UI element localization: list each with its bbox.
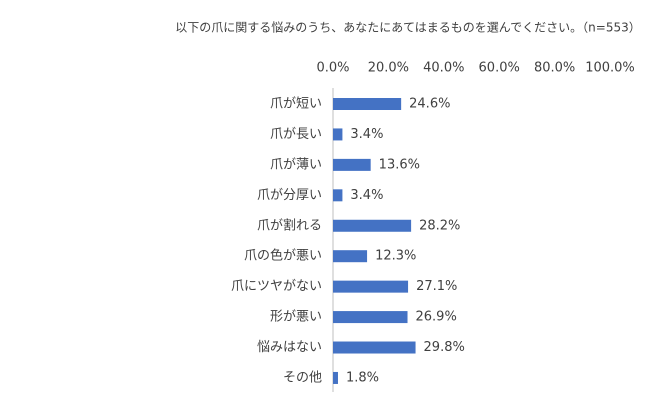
bar (333, 98, 402, 110)
y-tick-label: 爪にツヤがない (231, 279, 322, 294)
x-tick-label: 0.0% (316, 61, 349, 76)
bar (333, 128, 343, 141)
y-tick-label: 爪が割れる (257, 217, 322, 233)
value-label: 29.8% (424, 340, 465, 355)
value-label: 26.9% (416, 310, 457, 325)
bar (333, 311, 408, 324)
y-tick-label: 爪の色が悪い (244, 248, 322, 264)
value-label: 12.3% (375, 249, 416, 264)
y-tick-label: 爪が薄い (270, 157, 322, 172)
bar (333, 280, 409, 293)
chart-title: 以下の爪に関する悩みのうち、あなたにあてはまるものを選んでください。（n=553… (175, 21, 641, 35)
x-tick-label: 40.0% (423, 61, 464, 76)
value-label: 3.4% (350, 188, 383, 203)
value-label: 3.4% (350, 127, 383, 142)
bar (333, 371, 338, 384)
bar (333, 189, 343, 202)
y-tick-label: 爪が長い (270, 127, 322, 142)
value-label: 1.8% (346, 370, 379, 385)
bar (333, 158, 371, 171)
x-tick-label: 20.0% (368, 61, 409, 76)
y-tick-label: 爪が短い (270, 97, 322, 112)
bar (333, 219, 412, 232)
x-tick-label: 80.0% (534, 61, 575, 76)
bar (333, 250, 368, 263)
y-tick-label: その他 (283, 370, 322, 385)
y-tick-label: 形が悪い (270, 310, 322, 325)
x-tick-label: 100.0% (585, 61, 635, 76)
y-tick-label: 悩みはない (257, 340, 322, 355)
value-label: 13.6% (379, 157, 420, 172)
value-label: 24.6% (409, 97, 450, 112)
value-label: 27.1% (416, 279, 457, 294)
value-label: 28.2% (419, 218, 460, 233)
x-tick-label: 60.0% (479, 61, 520, 76)
bar (333, 341, 416, 354)
y-tick-label: 爪が分厚い (257, 188, 322, 203)
